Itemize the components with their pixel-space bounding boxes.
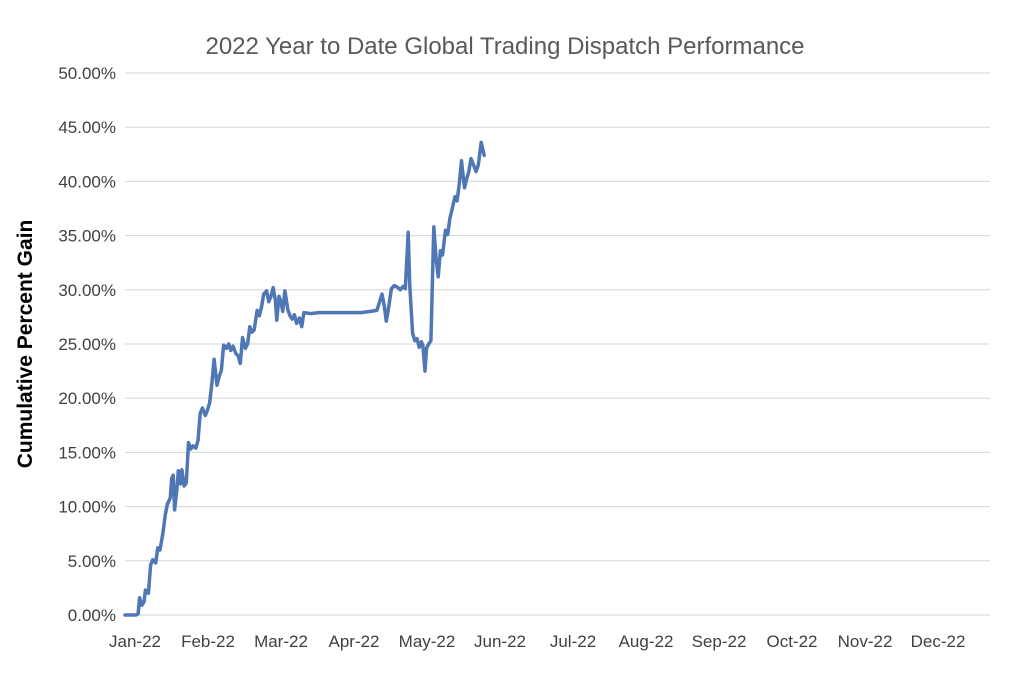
y-tick-label: 35.00% [58,227,116,246]
y-axis-title: Cumulative Percent Gain [14,220,37,469]
x-tick-label: May-22 [399,632,456,651]
line-series-group [123,140,486,617]
y-tick-label: 0.00% [68,606,116,625]
x-tick-label: Apr-22 [328,632,379,651]
y-axis-tick-labels: 0.00% 5.00% 10.00% 15.00% 20.00% 25.00% 30.00%… [58,64,116,625]
y-tick-label: 20.00% [58,389,116,408]
x-tick-label: Mar-22 [254,632,308,651]
y-tick-label: 5.00% [68,552,116,571]
y-tick-label: 30.00% [58,281,116,300]
y-tick-label: 40.00% [58,172,116,191]
y-tick-label: 10.00% [58,498,116,517]
chart-title: 2022 Year to Date Global Trading Dispatc… [205,33,804,60]
x-tick-label: Jan-22 [109,632,161,651]
x-tick-label: Jul-22 [550,632,596,651]
x-tick-label: Aug-22 [619,632,674,651]
x-tick-label: Dec-22 [911,632,966,651]
x-tick-label: Feb-22 [181,632,235,651]
x-tick-label: Nov-22 [838,632,893,651]
x-tick-label: Oct-22 [766,632,817,651]
x-tick-label: Sep-22 [692,632,747,651]
y-tick-label: 45.00% [58,118,116,137]
x-tick-label: Jun-22 [474,632,526,651]
y-tick-label: 25.00% [58,335,116,354]
y-tick-label: 15.00% [58,443,116,462]
performance-line-series [123,140,486,617]
y-tick-label: 50.00% [58,64,116,83]
gridlines [125,72,990,616]
x-axis-tick-labels: Jan-22 Feb-22 Mar-22 Apr-22 May-22 Jun-22 Jul-… [109,632,965,651]
